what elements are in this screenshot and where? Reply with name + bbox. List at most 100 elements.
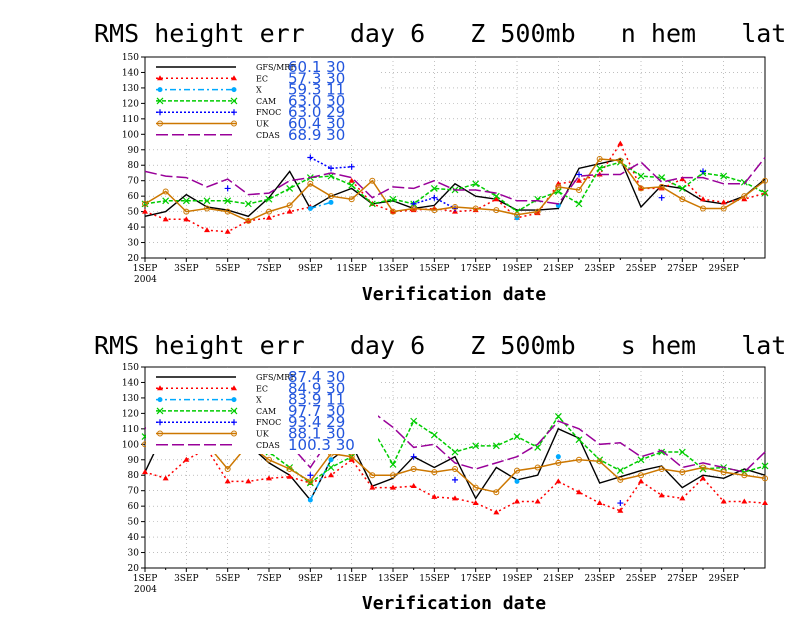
data-point — [679, 469, 686, 476]
data-point — [182, 197, 190, 205]
data-point — [492, 442, 500, 450]
data-point — [410, 483, 417, 489]
legend-label: X — [256, 86, 262, 95]
data-point — [348, 181, 356, 189]
data-point — [492, 192, 500, 200]
data-point — [328, 457, 334, 463]
data-point — [576, 489, 582, 495]
data-point — [534, 443, 542, 451]
y-tick-label: 60 — [128, 502, 140, 512]
data-point — [700, 168, 706, 175]
y-tick-label: 40 — [128, 533, 140, 543]
x-tick-label: 19SEP — [502, 264, 532, 274]
legend-marker — [231, 87, 237, 93]
legend-label: UK — [256, 430, 270, 439]
data-point — [452, 203, 458, 210]
data-point — [555, 183, 562, 190]
x-tick-label: 11SEP — [337, 574, 367, 584]
data-point — [410, 466, 417, 473]
data-point — [575, 200, 583, 208]
data-point — [328, 165, 334, 172]
chart-panel-nhem: RMS height err day 6 Z 500mb n hem lat 2… — [94, 19, 800, 305]
legend-label: UK — [256, 120, 270, 129]
data-point — [637, 172, 645, 180]
data-point — [514, 498, 520, 504]
legend-marker — [231, 430, 237, 437]
y-tick-label: 80 — [128, 471, 140, 481]
data-point — [658, 466, 665, 473]
data-point — [327, 464, 335, 471]
data-point — [328, 199, 334, 205]
legend-marker — [156, 407, 164, 415]
data-point — [224, 228, 231, 234]
legend-marker — [231, 75, 237, 81]
series-line-uk — [144, 158, 766, 222]
data-point — [720, 498, 727, 504]
data-point — [431, 493, 438, 499]
y-tick-label: 30 — [128, 239, 140, 249]
data-point — [576, 186, 582, 193]
y-tick-label: 140 — [122, 68, 139, 78]
data-point — [369, 472, 376, 479]
data-point — [204, 227, 210, 233]
data-point — [266, 456, 272, 463]
data-point — [637, 456, 645, 464]
data-point — [142, 208, 148, 214]
legend-background — [146, 58, 378, 144]
data-point — [741, 193, 748, 200]
data-point — [761, 189, 769, 197]
data-point — [142, 469, 148, 475]
series-line-gfs-mrf — [144, 158, 766, 218]
data-point — [555, 454, 561, 460]
legend-marker — [231, 385, 237, 391]
data-point — [286, 473, 293, 479]
legend-marker — [157, 419, 163, 426]
y-tick-label: 100 — [122, 130, 139, 140]
x-tick-label: 13SEP — [378, 574, 408, 584]
data-point — [410, 205, 417, 212]
y-tick-label: 20 — [128, 564, 140, 574]
x-tick-label: 1SEP — [133, 574, 158, 584]
data-point — [514, 211, 520, 218]
legend-marker — [157, 397, 163, 403]
legend-stats: 83.9 11 — [288, 391, 345, 409]
data-point — [203, 197, 211, 205]
data-point — [472, 442, 480, 450]
y-axis: 20 30 40 50 60 70 80 90 100 110 120 130 140 150 — [122, 53, 145, 264]
legend-stats: 57.3 30 — [288, 69, 345, 87]
legend-marker — [157, 109, 163, 116]
data-point — [741, 472, 748, 479]
data-point — [638, 472, 644, 479]
data-point — [555, 459, 562, 466]
data-point — [762, 475, 768, 482]
data-point — [162, 197, 170, 205]
legend-marker — [231, 120, 237, 127]
y-tick-label: 110 — [122, 425, 139, 435]
data-point — [617, 500, 624, 507]
data-point — [679, 196, 686, 203]
legend-label: CDAS — [256, 441, 280, 450]
y-tick-label: 60 — [128, 192, 140, 202]
series-line-cdas — [144, 157, 766, 205]
data-point — [534, 498, 541, 504]
data-point — [390, 484, 396, 490]
data-point — [514, 478, 520, 484]
data-point — [596, 156, 603, 163]
data-point — [368, 200, 376, 208]
data-point — [431, 207, 438, 214]
legend-stats: 84.9 30 — [288, 379, 345, 397]
x-tick-label: 7SEP — [257, 264, 282, 274]
data-point — [617, 157, 624, 164]
y-tick-label: 70 — [128, 177, 140, 187]
legend-stats: 93.4 29 — [288, 413, 345, 431]
data-point — [410, 453, 417, 460]
legend-marker — [231, 397, 237, 403]
data-point — [162, 216, 169, 222]
x-tick-label: 15SEP — [419, 574, 449, 584]
data-point — [224, 185, 231, 192]
data-point — [679, 495, 686, 501]
legend-stats: 63.0 30 — [288, 92, 345, 110]
data-point — [472, 180, 480, 188]
data-point — [576, 456, 582, 463]
